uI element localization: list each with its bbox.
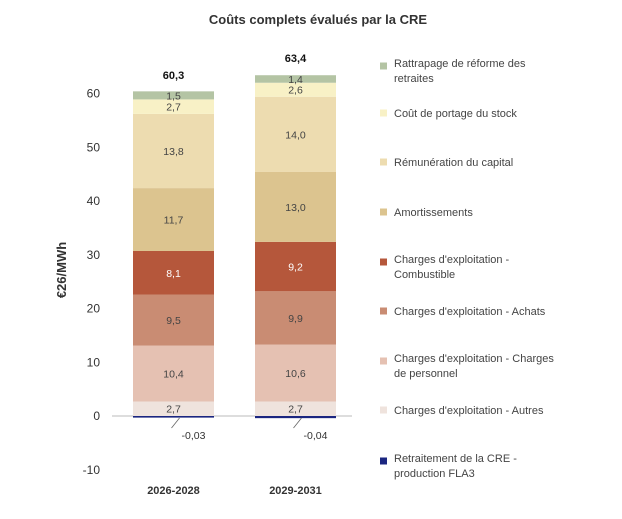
- bar-segment: [133, 113, 214, 189]
- y-tick-label: 30: [87, 248, 101, 262]
- bar-segment-label: 1,4: [288, 74, 303, 86]
- negative-leader-line: [171, 417, 180, 429]
- negative-value-label: -0,04: [304, 430, 328, 442]
- bar-segment: [133, 294, 214, 346]
- bar-segment: [133, 401, 214, 416]
- legend-swatch: [380, 208, 387, 216]
- negative-leader-line: [293, 417, 302, 429]
- bar-segment-label: 2,7: [288, 404, 303, 416]
- negative-value-label: -0,03: [182, 430, 206, 442]
- bar-segment-label: 10,6: [285, 368, 306, 380]
- x-category-label: 2026-2028: [147, 485, 200, 497]
- legend-swatch: [380, 258, 387, 266]
- bar-segment-label: 9,5: [166, 315, 181, 327]
- bar-segment: [255, 241, 336, 292]
- bar-segment: [133, 345, 214, 402]
- legend-swatch: [380, 357, 387, 365]
- bar-segment-label: 10,4: [163, 369, 184, 381]
- bar-segment-label: 13,8: [163, 146, 184, 158]
- bar-segment-label: 1,5: [166, 90, 181, 102]
- y-tick-label: -10: [83, 463, 101, 477]
- bar-segment: [255, 401, 336, 416]
- bar-segment-negative: [133, 416, 214, 418]
- legend-swatch: [380, 158, 387, 166]
- y-tick-label: 20: [87, 302, 101, 316]
- bar-segment-label: 2,7: [166, 404, 181, 416]
- bar-segment-label: 8,1: [166, 268, 181, 280]
- legend: Rattrapage de réforme des retraites Coût d…: [380, 58, 554, 480]
- y-tick-label: 40: [87, 194, 101, 208]
- labels-layer: 2,710,49,58,111,713,82,71,5-0,0360,32026…: [147, 53, 327, 497]
- legend-swatch: [380, 406, 387, 414]
- legend-label: Rémunération du capital: [394, 157, 513, 169]
- bar-segment-label: 13,0: [285, 202, 306, 214]
- y-tick-label: 10: [87, 355, 101, 369]
- bars-layer: [133, 75, 336, 419]
- legend-swatch: [380, 307, 387, 315]
- bar-segment: [133, 250, 214, 295]
- legend-label-continued: retraites: [394, 73, 434, 85]
- chart-title: Coûts complets évalués par la CRE: [209, 12, 428, 27]
- legend-swatch: [380, 62, 387, 70]
- bar-segment: [255, 96, 336, 172]
- legend-swatch: [380, 457, 387, 465]
- bar-segment: [255, 75, 336, 83]
- legend-label: Retraitement de la CRE -: [394, 453, 517, 465]
- bar-segment-negative: [255, 416, 336, 419]
- legend-label-continued: production FLA3: [394, 468, 475, 480]
- y-tick-label: 0: [93, 409, 100, 423]
- y-axis-label: €26/MWh: [54, 242, 69, 298]
- bar-segment: [133, 99, 214, 114]
- legend-label-continued: Combustible: [394, 269, 455, 281]
- legend-label-continued: de personnel: [394, 368, 458, 380]
- y-tick-label: 50: [87, 140, 101, 154]
- legend-swatch: [380, 109, 387, 117]
- bar-segment: [255, 344, 336, 402]
- legend-label: Coût de portage du stock: [394, 108, 517, 120]
- y-tick-label: 60: [87, 87, 101, 101]
- bar-segment-label: 2,6: [288, 85, 303, 97]
- legend-label: Rattrapage de réforme des: [394, 58, 526, 70]
- bar-total-label: 60,3: [163, 70, 184, 82]
- x-category-label: 2029-2031: [269, 485, 322, 497]
- bar-segment: [133, 188, 214, 251]
- bar-segment-label: 14,0: [285, 129, 306, 141]
- legend-label: Charges d'exploitation - Charges: [394, 353, 554, 365]
- bar-segment-label: 9,2: [288, 262, 303, 274]
- legend-label: Charges d'exploitation -: [394, 254, 510, 266]
- bar-segment: [255, 82, 336, 97]
- bar-segment-label: 2,7: [166, 102, 181, 114]
- legend-label: Charges d'exploitation - Autres: [394, 405, 544, 417]
- bar-total-label: 63,4: [285, 53, 307, 65]
- bar-segment-label: 9,9: [288, 313, 303, 325]
- bar-segment: [133, 91, 214, 100]
- legend-label: Amortissements: [394, 207, 473, 219]
- bar-segment-label: 11,7: [164, 215, 184, 227]
- bar-segment: [255, 291, 336, 345]
- legend-label: Charges d'exploitation - Achats: [394, 306, 546, 318]
- bar-segment: [255, 171, 336, 242]
